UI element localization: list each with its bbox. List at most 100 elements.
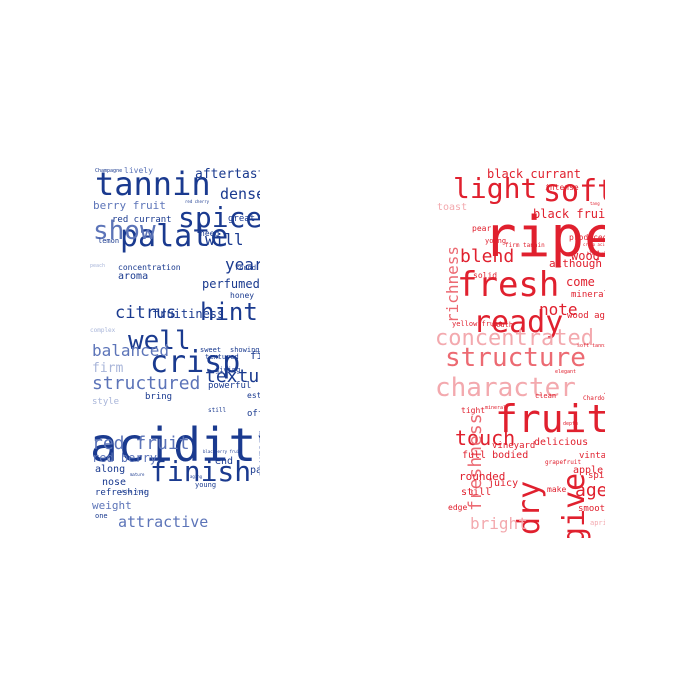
right-word-toast: toast — [437, 202, 468, 213]
right-word-crisp-acidity: crisp acidity — [583, 242, 605, 247]
right-word-concentrated: concentrated — [435, 326, 594, 351]
left-word-complex: complex — [90, 327, 116, 334]
right-word-black-currant: black currant — [487, 167, 581, 181]
left-word-red-fruit: red fruit — [92, 433, 190, 454]
right-word-black-fruit: black fruit — [533, 207, 605, 221]
right-word-fruity: fruity — [495, 397, 605, 441]
left-word-attractive: attractive — [118, 513, 209, 531]
right-word-mineral: mineral — [485, 405, 507, 411]
left-word-packed: packed — [250, 465, 260, 476]
left-word-great: great — [228, 214, 256, 224]
left-word-honey: honey — [230, 291, 255, 300]
left-word-sweet: sweet — [200, 346, 222, 354]
right-word-richness: richness — [443, 245, 462, 323]
left-word-fine: fine — [250, 349, 260, 362]
left-word-red-berry: red berry — [92, 451, 158, 465]
left-word-round: round — [235, 264, 257, 272]
right-word-vintage: vintage — [579, 451, 605, 461]
right-word-still: still — [461, 487, 492, 498]
left-word-perfumed: perfumed — [202, 277, 260, 291]
right-word-edge: edge — [448, 503, 468, 512]
right-word-apricot: apricot — [590, 519, 605, 527]
right-word-although: although — [549, 257, 602, 270]
left-word-champagne: Champagne — [95, 168, 123, 174]
left-word-style: style — [92, 397, 120, 407]
left-word-tannin: tannin — [95, 165, 211, 203]
right-word-blend: blend — [460, 246, 515, 267]
word-cloud-right: ripe fruity soft fresh light readystructurech… — [435, 160, 605, 538]
left-word-powerful: powerful — [208, 381, 252, 391]
left-word-show: show — [93, 216, 156, 246]
right-word-make: make — [547, 485, 567, 494]
left-word-hint: hint — [200, 298, 258, 326]
right-word-tang: tang — [590, 201, 600, 206]
left-word-refreshing: refreshing — [95, 488, 150, 498]
right-word-young: young — [485, 237, 507, 245]
left-word-bring: bring — [145, 392, 173, 402]
right-word-rounded: rounded — [459, 470, 506, 483]
word-cloud-left: acidityfruitrichtanninfullpalatecrispfin… — [90, 160, 260, 538]
left-word-red-currant: red currant — [112, 215, 172, 225]
right-word-spicy: spicy — [588, 471, 605, 481]
left-word-showing: showing — [230, 346, 260, 354]
right-word-black-plum: black plum — [587, 251, 605, 256]
left-word-crisp: crisp — [150, 345, 241, 380]
left-word-mature: mature — [130, 472, 145, 477]
right-word-tight: tight — [461, 406, 486, 415]
right-word-clean: clean — [535, 392, 557, 400]
right-word-fresh: fresh — [457, 265, 560, 305]
left-word-will: will — [205, 230, 244, 249]
right-word-ripe: ripe — [483, 205, 605, 270]
left-word-young: young — [195, 481, 217, 489]
left-word-well: well — [128, 326, 191, 356]
left-word-giving: giving — [215, 366, 241, 374]
right-word-light: light — [453, 172, 538, 205]
right-word-yellow-fruit: yellow fruit — [452, 320, 503, 328]
left-word-balance: balance — [256, 430, 260, 477]
left-word-need: need — [200, 229, 220, 238]
left-word-end: end — [215, 456, 234, 467]
left-word-spice: spice — [178, 201, 260, 234]
left-word-fruitiness: fruitiness — [152, 307, 225, 321]
right-word-juicy: juicy — [488, 478, 519, 489]
left-word-blackberry-fruit: blackberry fruit — [203, 449, 242, 454]
right-word-elegant: elegant — [555, 369, 577, 375]
left-word-still: still — [208, 407, 227, 414]
right-word-ready: ready — [473, 305, 564, 340]
left-word-palate: palate — [120, 219, 229, 254]
left-word-white-fruit: white fruit — [120, 489, 147, 494]
right-word-note: note — [539, 300, 578, 319]
right-word-age: age — [575, 480, 605, 501]
right-word-touch: touch — [455, 426, 516, 450]
left-word-berry-fruit: berry fruit — [93, 199, 166, 212]
right-word-bright: bright — [470, 514, 528, 533]
left-word-along: along — [95, 464, 126, 475]
left-word-nose: nose — [102, 477, 127, 488]
left-word-estate: estate — [247, 391, 260, 400]
left-word-acidity: acidity — [90, 418, 260, 472]
right-word-firm-tannin: firm tannin — [505, 242, 545, 249]
left-word-offer: offer — [247, 409, 260, 419]
right-word-structure: structure — [445, 343, 586, 373]
right-word-solid: solid — [473, 271, 498, 280]
right-word-grapefruit: grapefruit — [545, 459, 582, 466]
right-word-pear: pear — [472, 224, 492, 233]
right-word-come: come — [566, 275, 595, 289]
left-word-one: one — [95, 512, 108, 520]
right-word-full-bodied: full bodied — [462, 450, 529, 461]
left-word-lively: lively — [124, 166, 153, 175]
right-word-apple: apple — [573, 465, 604, 476]
left-word-weight: weight — [92, 499, 132, 512]
left-word-firm: firm — [92, 361, 124, 376]
left-word-citrus: citrus — [115, 303, 177, 323]
left-word-aftertaste: aftertaste — [195, 167, 260, 182]
left-word-structured: structured — [92, 373, 201, 394]
right-word-produced: produced — [569, 233, 605, 242]
right-word-delicious: delicious — [534, 437, 589, 448]
left-word-red-cherry: red cherry — [185, 199, 210, 204]
right-word-mouth: mouth — [492, 321, 514, 329]
right-word-smooth: smooth — [578, 504, 605, 514]
left-word-lemon: lemon — [98, 237, 120, 245]
right-word-minerality: minerality — [571, 290, 605, 300]
right-word-depth: depth — [563, 421, 579, 427]
